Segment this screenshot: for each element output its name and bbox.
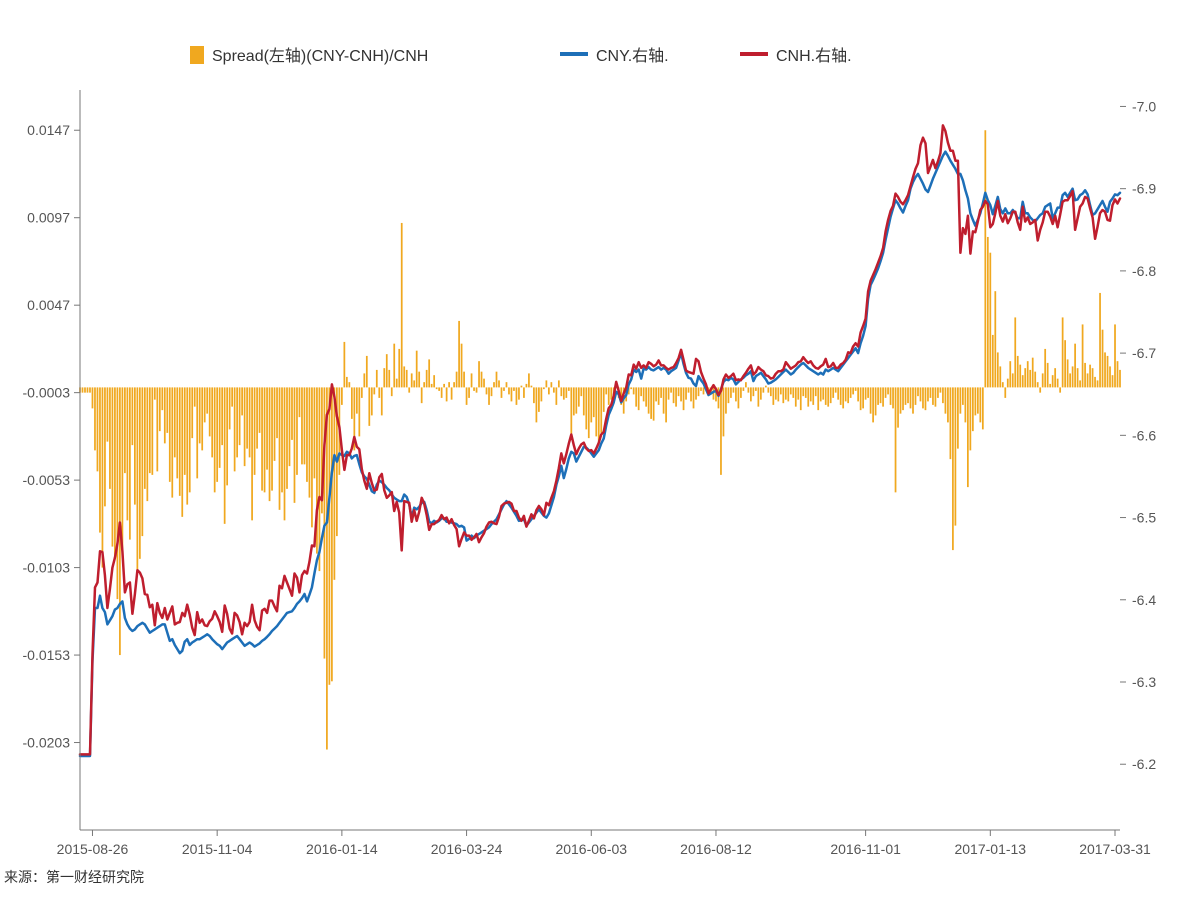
legend: Spread(左轴)(CNY-CNH)/CNH CNY.右轴. CNH.右轴. xyxy=(190,46,852,65)
left-axis-tick-label: -0.0153 xyxy=(23,647,71,663)
left-axis-tick-label: 0.0147 xyxy=(27,122,70,138)
right-axis-tick-label: -6.5 xyxy=(1132,510,1156,526)
left-axis-tick-label: -0.0003 xyxy=(23,385,71,401)
source-label: 来源：第一财经研究院 xyxy=(4,869,144,885)
right-axis-tick-label: -6.6 xyxy=(1132,427,1156,443)
left-axis-tick-label: -0.0103 xyxy=(23,560,71,576)
x-axis-tick-label: 2016-08-12 xyxy=(680,841,752,857)
x-axis-tick-label: 2016-11-01 xyxy=(830,841,901,857)
right-axis-tick-label: -6.3 xyxy=(1132,674,1156,690)
legend-label: CNH.右轴. xyxy=(776,47,852,65)
fx-spread-chart: 0.0147 0.0097 0.0047 -0.0003 -0.0053 -0.0103 -… xyxy=(0,0,1181,900)
x-axis-tick-label: 2017-03-31 xyxy=(1079,841,1151,857)
right-axis-tick-label: -6.8 xyxy=(1132,263,1156,279)
left-axis-tick-label: 0.0097 xyxy=(27,210,70,226)
right-axis-tick-label: -7.0 xyxy=(1132,98,1156,114)
right-axis-tick-label: -6.2 xyxy=(1132,756,1156,772)
left-axis-tick-label: -0.0053 xyxy=(23,472,71,488)
x-axis-tick-label: 2016-03-24 xyxy=(431,841,503,857)
x-axis-tick-label: 2017-01-13 xyxy=(954,841,1026,857)
legend-label: CNY.右轴. xyxy=(596,47,669,65)
x-axis-tick-label: 2016-01-14 xyxy=(306,841,378,857)
left-axis-tick-label: -0.0203 xyxy=(23,735,71,751)
x-axis-tick-label: 2015-08-26 xyxy=(57,841,129,857)
legend-label: Spread(左轴)(CNY-CNH)/CNH xyxy=(212,47,428,65)
right-axis-tick-label: -6.9 xyxy=(1132,181,1156,197)
right-axis-tick-label: -6.7 xyxy=(1132,345,1156,361)
x-axis-tick-label: 2016-06-03 xyxy=(555,841,627,857)
left-axis-tick-label: 0.0047 xyxy=(27,297,70,313)
x-axis-tick-label: 2015-11-04 xyxy=(182,841,253,857)
right-axis-tick-label: -6.4 xyxy=(1132,592,1156,608)
